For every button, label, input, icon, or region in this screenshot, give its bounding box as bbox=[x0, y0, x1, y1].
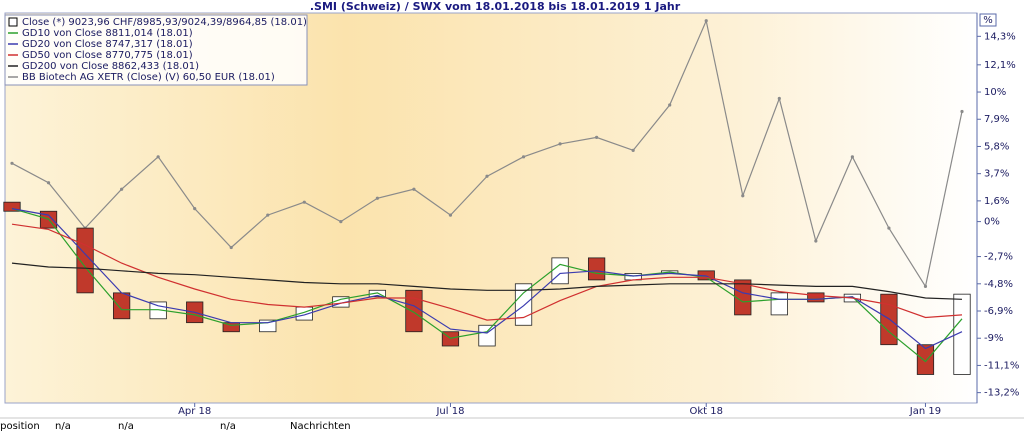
series-marker bbox=[412, 187, 416, 191]
legend-items: Close (*) 9023,96 CHF/8985,93/9024,39/89… bbox=[8, 17, 307, 83]
legend-label: GD50 von Close 8770,775 (18.01) bbox=[22, 50, 193, 61]
series-marker bbox=[960, 109, 964, 114]
series-marker bbox=[193, 207, 197, 211]
chart-title: .SMI (Schweiz) / SWX vom 18.01.2018 bis … bbox=[310, 0, 681, 13]
legend-label: GD10 von Close 8811,014 (18.01) bbox=[22, 28, 193, 39]
series-marker bbox=[485, 174, 489, 178]
series-marker bbox=[923, 284, 928, 288]
y-tick-label: 0% bbox=[984, 217, 1000, 228]
x-tick-label: Jul 18 bbox=[435, 406, 464, 417]
series-marker bbox=[375, 196, 379, 200]
series-line bbox=[11, 208, 963, 350]
series-line bbox=[11, 262, 963, 300]
series-marker bbox=[814, 239, 818, 243]
y-tick-label: 7,9% bbox=[984, 114, 1009, 125]
series-marker bbox=[156, 155, 160, 159]
plot bbox=[3, 18, 971, 375]
y-unit: % bbox=[983, 15, 993, 26]
series-marker bbox=[741, 194, 745, 198]
candle bbox=[953, 293, 971, 375]
legend bbox=[4, 14, 308, 86]
candle bbox=[551, 257, 569, 285]
series-marker bbox=[10, 161, 14, 165]
series-marker bbox=[339, 220, 343, 224]
status-label: Nachrichten bbox=[290, 421, 351, 431]
series-marker bbox=[850, 155, 854, 159]
y-tick-label: 5,8% bbox=[984, 141, 1009, 152]
candle bbox=[405, 289, 423, 333]
x-tick-label: Apr 18 bbox=[178, 406, 211, 417]
x-tick-label: Jan 19 bbox=[909, 406, 941, 417]
candle bbox=[770, 292, 788, 316]
y-tick-label: 10% bbox=[984, 87, 1006, 98]
series-marker bbox=[887, 226, 891, 230]
candle bbox=[587, 257, 606, 281]
series-marker bbox=[631, 148, 635, 152]
status-value: n/a bbox=[55, 421, 71, 431]
series-marker bbox=[120, 187, 124, 191]
candle bbox=[514, 283, 533, 326]
y-tick-label: -13,2% bbox=[984, 388, 1019, 399]
legend-swatch bbox=[8, 17, 18, 27]
y-tick-label: -4,8% bbox=[984, 279, 1013, 290]
series-marker bbox=[521, 155, 526, 159]
unit-box bbox=[979, 13, 997, 27]
status-value: n/a bbox=[118, 421, 134, 431]
candle bbox=[259, 319, 277, 333]
series-marker bbox=[46, 181, 51, 185]
series-line bbox=[11, 223, 963, 321]
legend-label: Close (*) 9023,96 CHF/8985,93/9024,39/89… bbox=[22, 17, 307, 28]
y-tick-label: 12,1% bbox=[984, 60, 1016, 71]
series-marker bbox=[229, 245, 233, 250]
y-tick-label: -2,7% bbox=[984, 252, 1013, 263]
legend-label: GD20 von Close 8747,317 (18.01) bbox=[22, 39, 193, 50]
y-tick-label: 1,6% bbox=[984, 196, 1009, 207]
series-marker bbox=[595, 135, 599, 139]
series-marker bbox=[302, 200, 306, 204]
status-bar: rposition n/a n/a n/a Nachrichten bbox=[0, 421, 351, 431]
y-tick-label: -9% bbox=[984, 333, 1003, 344]
candle bbox=[807, 292, 825, 303]
candle bbox=[3, 201, 21, 212]
status-value: n/a bbox=[220, 421, 236, 431]
series-marker bbox=[704, 19, 708, 23]
series-marker bbox=[777, 96, 781, 101]
series-marker bbox=[266, 213, 270, 217]
series-marker bbox=[558, 142, 562, 146]
series-marker bbox=[448, 213, 453, 217]
y-tick-label: -11,1% bbox=[984, 360, 1019, 371]
y-tick-label: 14,3% bbox=[984, 31, 1016, 42]
y-tick-label: 3,7% bbox=[984, 169, 1009, 180]
candle bbox=[76, 227, 94, 294]
x-tick-label: Okt 18 bbox=[689, 406, 723, 417]
legend-label: BB Biotech AG XETR (Close) (V) 60,50 EUR… bbox=[22, 72, 275, 83]
legend-label: GD200 von Close 8862,433 (18.01) bbox=[22, 61, 199, 72]
series-marker bbox=[668, 103, 672, 107]
y-tick-label: -6,9% bbox=[984, 306, 1013, 317]
candle bbox=[916, 344, 935, 375]
candle bbox=[734, 279, 752, 316]
candle bbox=[112, 292, 131, 320]
status-label: rposition bbox=[0, 421, 40, 431]
